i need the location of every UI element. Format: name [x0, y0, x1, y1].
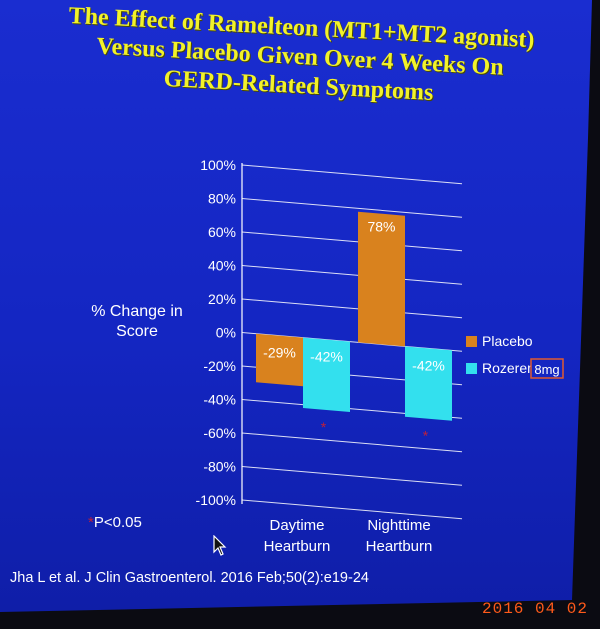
slide-background — [0, 0, 592, 612]
significance-marker: * — [423, 428, 429, 444]
category-label: Heartburn — [264, 538, 331, 555]
significance-text: P<0.05 — [93, 514, 142, 531]
bar — [358, 211, 405, 347]
bar — [256, 333, 303, 387]
mouse-pointer-icon — [213, 535, 227, 556]
legend-label: Placebo — [482, 333, 533, 349]
legend-badge: 8mg — [534, 362, 559, 377]
category-label: Nighttime — [367, 517, 430, 534]
gridline — [241, 466, 463, 486]
y-tick-label: -60% — [203, 425, 236, 441]
gridline — [241, 231, 463, 252]
significance-note: *P<0.05 — [88, 514, 142, 531]
y-axis-label: % Change in Score — [82, 302, 192, 342]
data-label: -42% — [310, 349, 343, 365]
y-tick-label: -80% — [203, 459, 236, 475]
gridline — [241, 265, 463, 285]
y-tick-label: 60% — [208, 224, 236, 240]
y-tick-label: 80% — [208, 191, 236, 207]
data-label: -29% — [263, 345, 296, 361]
significance-marker: * — [321, 419, 327, 435]
gridline — [241, 164, 463, 185]
category-label: Heartburn — [366, 538, 433, 555]
legend-swatch — [466, 363, 477, 374]
y-tick-label: 40% — [208, 258, 236, 274]
data-label: 78% — [367, 219, 395, 235]
y-axis-label-line-1: % Change in — [91, 303, 183, 320]
bar — [405, 346, 452, 421]
gridline — [241, 198, 463, 218]
y-axis-label-line-2: Score — [116, 323, 158, 340]
y-tick-label: -100% — [196, 492, 236, 508]
data-label: -42% — [412, 357, 445, 373]
significance-star: * — [88, 514, 94, 531]
date-stamp: 2016 04 02 — [481, 600, 588, 618]
citation: Jha L et al. J Clin Gastroenterol. 2016 … — [10, 570, 369, 586]
y-tick-label: -20% — [203, 358, 236, 374]
gridline — [241, 432, 463, 453]
y-tick-label: 20% — [208, 291, 236, 307]
gridline — [241, 499, 463, 520]
y-tick-label: -40% — [203, 392, 236, 408]
category-label: Daytime — [269, 517, 324, 534]
legend-badge-box — [530, 358, 564, 379]
gridline — [241, 298, 463, 319]
legend-swatch — [466, 336, 477, 347]
y-tick-label: 0% — [216, 325, 236, 341]
y-tick-label: 100% — [200, 157, 236, 173]
legend-label: Rozerem — [482, 360, 539, 376]
bar — [303, 337, 350, 413]
